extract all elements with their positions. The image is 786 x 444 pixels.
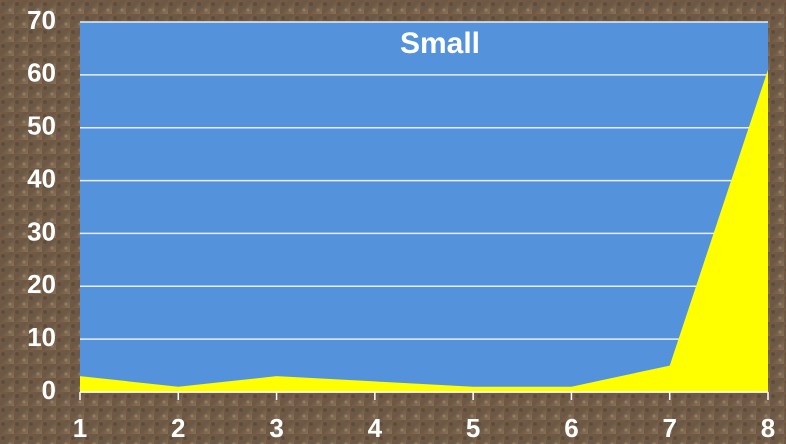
y-tick-label: 10 [27, 322, 56, 352]
x-tick-label: 5 [466, 413, 480, 443]
y-tick-label: 40 [27, 163, 56, 193]
x-tick-label: 6 [564, 413, 578, 443]
x-tick-label: 1 [73, 413, 87, 443]
x-tick-label: 8 [761, 413, 775, 443]
y-tick-label: 60 [27, 58, 56, 88]
chart-title: Small [400, 27, 480, 60]
y-tick-label: 20 [27, 269, 56, 299]
x-tick-label: 7 [662, 413, 676, 443]
y-tick-label: 70 [27, 5, 56, 35]
y-tick-label: 50 [27, 111, 56, 141]
y-tick-label: 30 [27, 216, 56, 246]
y-tick-label: 0 [42, 375, 56, 405]
x-tick-label: 3 [269, 413, 283, 443]
x-tick-label: 4 [368, 413, 383, 443]
area [80, 69, 768, 393]
plot-area [80, 22, 768, 392]
x-tick-label: 2 [171, 413, 185, 443]
